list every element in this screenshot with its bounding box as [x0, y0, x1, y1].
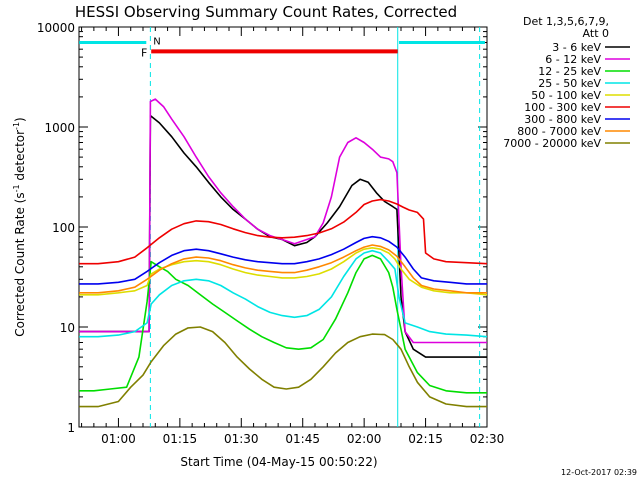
series-line-8 [79, 326, 487, 408]
y-axis-label-part2: detector [13, 130, 27, 185]
x-tick-label-6: 02:30 [470, 432, 505, 446]
legend-header-0: Det 1,3,5,6,7,9, [523, 15, 609, 28]
legend-label-7: 800 - 7000 keV [517, 125, 601, 138]
plot-area: 01:00 01:15 01:30 01:45 02:00 02:15 02:30 1 10 10… [37, 21, 504, 446]
y-tick-label-3: 1000 [44, 121, 75, 135]
y-axis-label-part3: ) [13, 117, 27, 122]
legend-label-4: 50 - 100 keV [531, 89, 601, 102]
series-line-5 [79, 198, 488, 265]
series-lines [79, 98, 488, 408]
y-tick-label-0: 1 [67, 421, 75, 435]
legend-label-2: 12 - 25 keV [538, 65, 601, 78]
legend-label-1: 6 - 12 keV [545, 53, 601, 66]
series-line-7 [79, 244, 487, 294]
x-tick-label-1: 01:15 [163, 432, 198, 446]
x-tick-label-3: 01:45 [285, 432, 320, 446]
chart-title: HESSI Observing Summary Count Rates, Cor… [75, 3, 457, 21]
plot-frame [78, 26, 488, 428]
legend-header-1: Att 0 [583, 27, 609, 40]
legend-label-0: 3 - 6 keV [552, 41, 601, 54]
x-tick-label-4: 02:00 [347, 432, 382, 446]
series-line-6 [79, 235, 487, 285]
x-tick-label-0: 01:00 [101, 432, 136, 446]
attenuator-markers: NF [79, 27, 485, 427]
y-tick-label-4: 10000 [37, 21, 75, 35]
series-line-2 [79, 254, 487, 394]
series-line-0 [79, 114, 487, 358]
timestamp: 12-Oct-2017 02:39 [561, 468, 637, 477]
y-axis-label-sup1: -1 [12, 184, 21, 192]
y-axis-label-part1: Corrected Count Rate (s [13, 192, 27, 336]
axis-ticks: 01:00 01:15 01:30 01:45 02:00 02:15 02:30 1 10 10… [37, 21, 504, 446]
attenuator-label: N [153, 36, 160, 47]
x-tick-label-2: 01:30 [224, 432, 259, 446]
series-line-4 [79, 247, 488, 296]
y-tick-label-2: 100 [52, 221, 75, 235]
x-axis-label: Start Time (04-May-15 00:50:22) [180, 455, 377, 469]
y-axis-label-sup2: -1 [12, 122, 21, 130]
flare-label: F [141, 46, 147, 59]
series-line-3 [79, 249, 488, 338]
y-axis-label: Corrected Count Rate (s-1 detector-1) [12, 117, 27, 336]
y-tick-label-1: 10 [60, 321, 75, 335]
legend-label-6: 300 - 800 keV [524, 113, 601, 126]
legend-label-5: 100 - 300 keV [524, 101, 601, 114]
legend-label-3: 25 - 50 keV [538, 77, 601, 90]
x-tick-label-5: 02:15 [408, 432, 443, 446]
series-line-1 [79, 98, 487, 344]
legend-label-8: 7000 - 20000 keV [503, 137, 601, 150]
